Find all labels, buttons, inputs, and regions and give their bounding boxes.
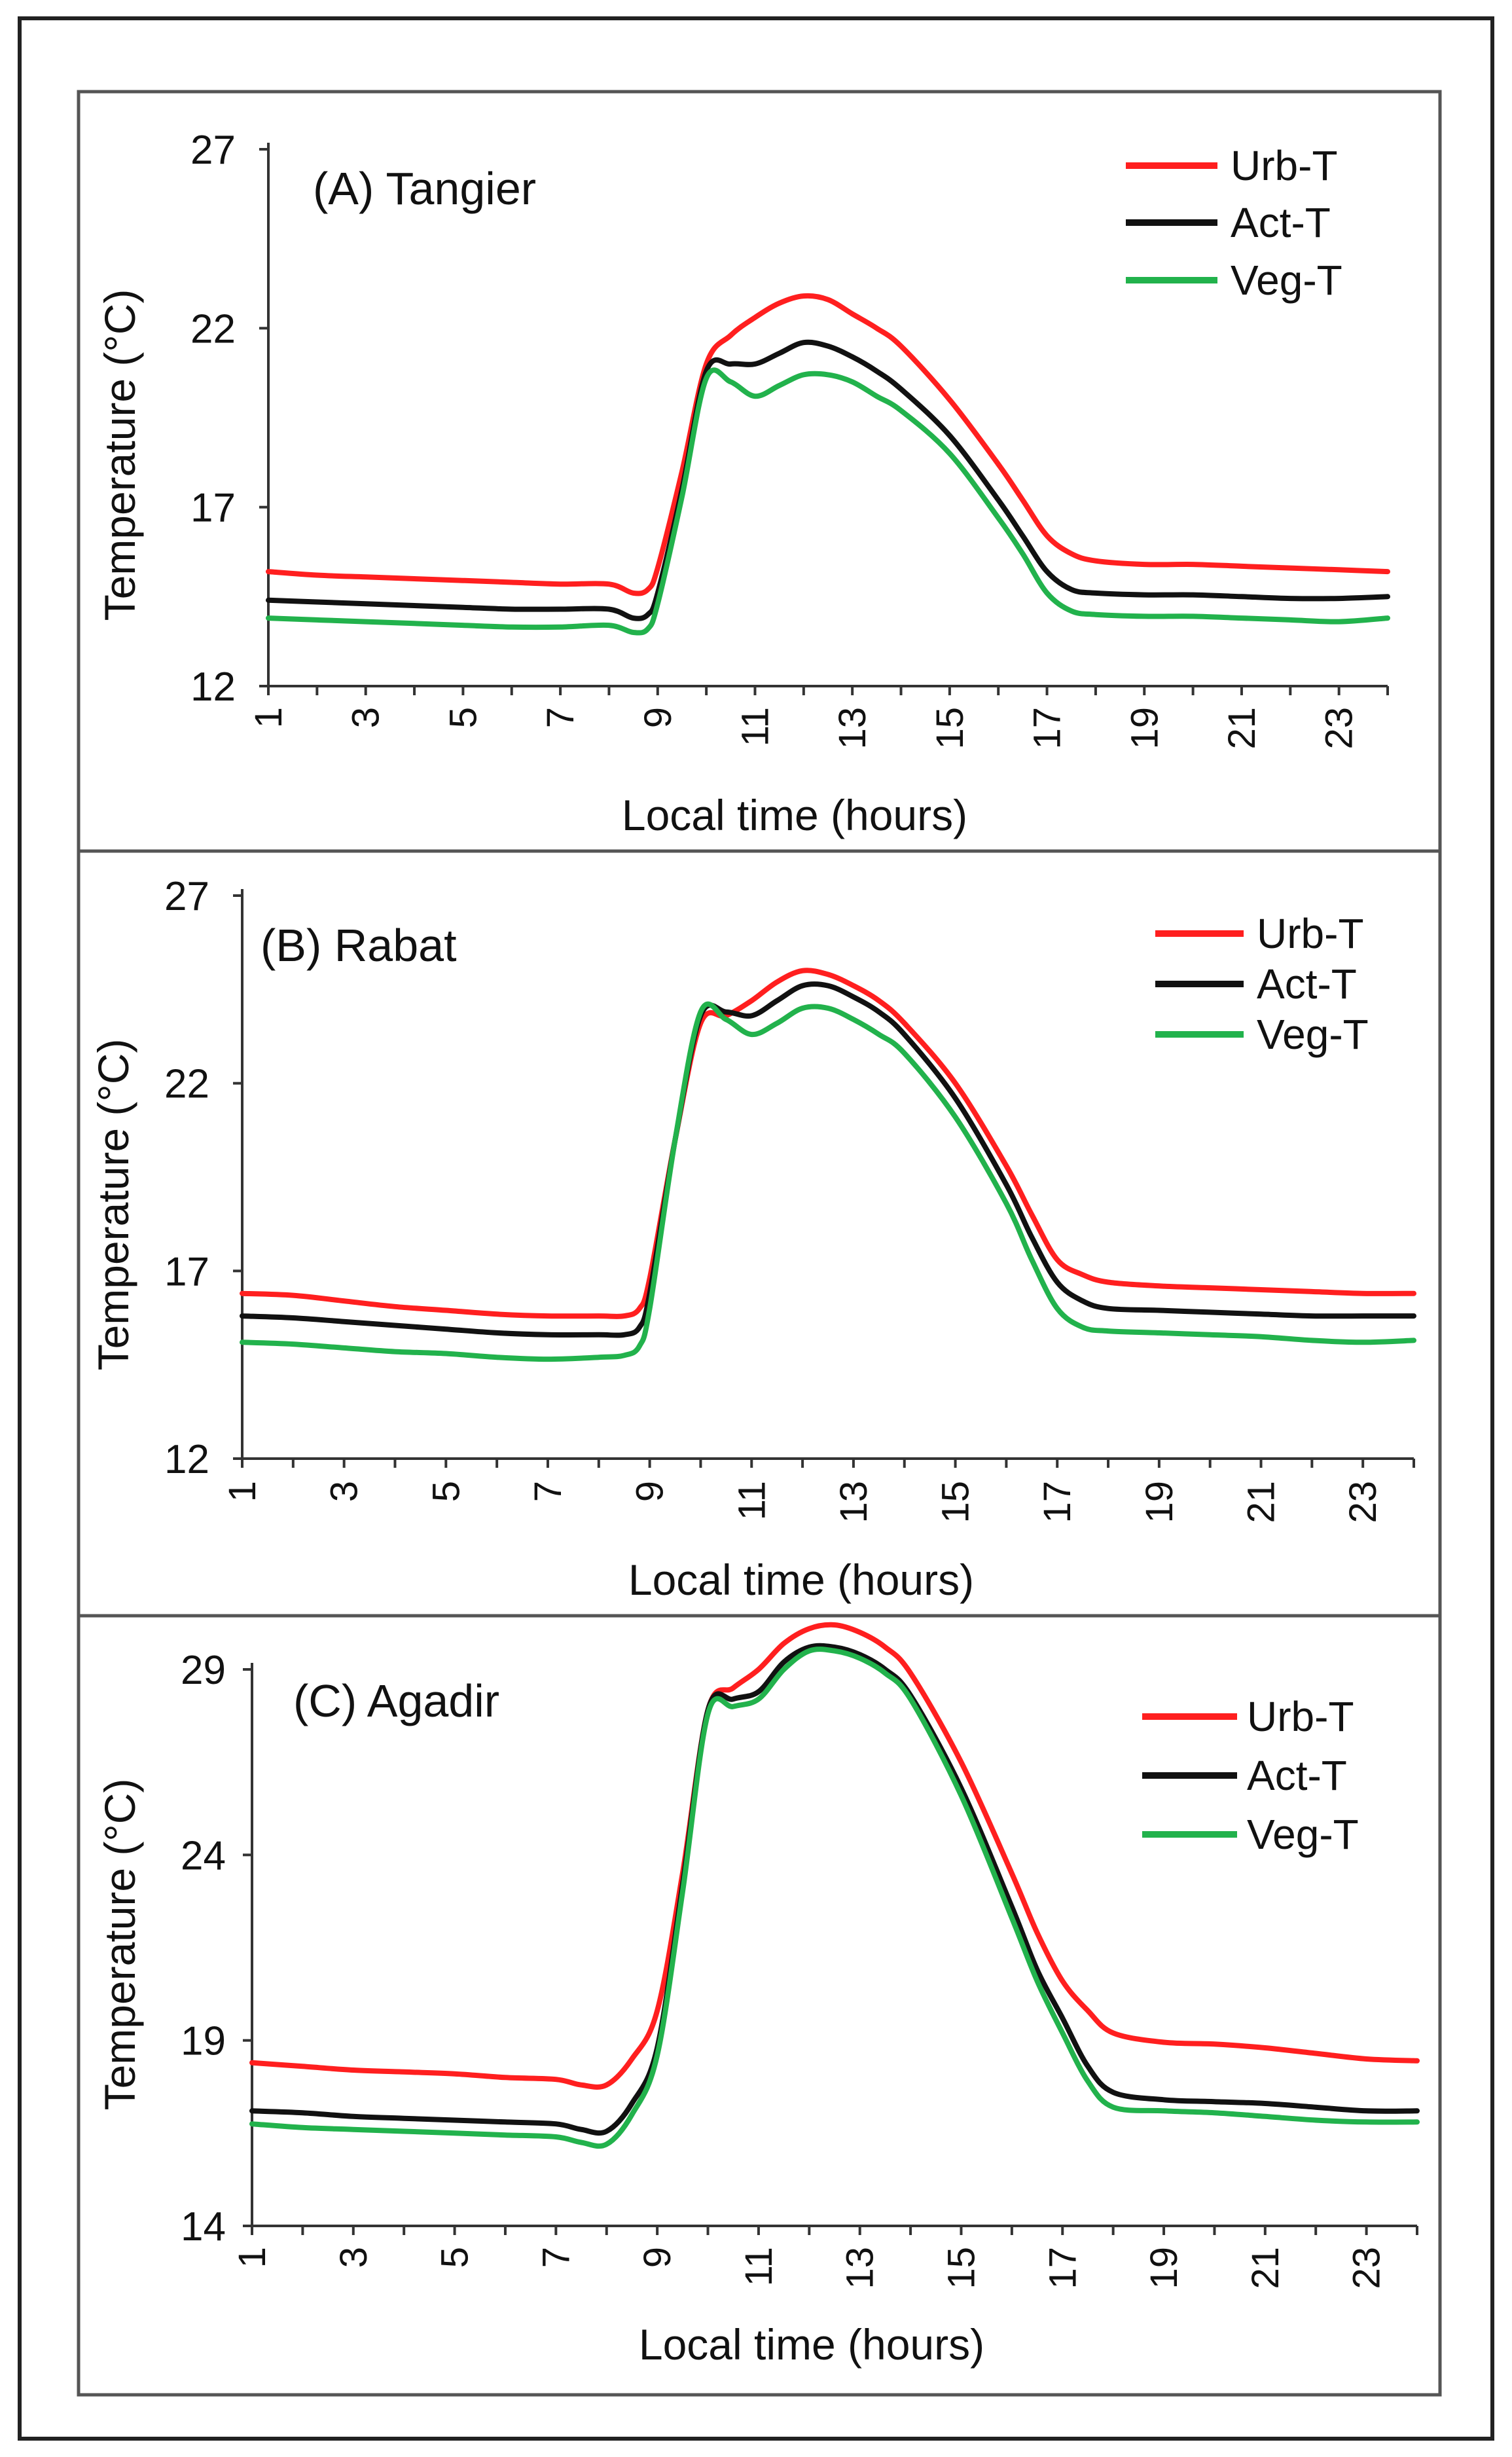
- x-tick-label: 13: [833, 1481, 875, 1523]
- x-tick-label: 17: [1041, 2247, 1084, 2289]
- x-tick-label: 5: [425, 1481, 467, 1502]
- x-tick-label: 19: [1123, 707, 1166, 750]
- series-line-veg-t: [249, 1647, 1420, 2149]
- series-line-urb-t: [240, 968, 1416, 1319]
- x-tick-label: 21: [1244, 2247, 1287, 2289]
- x-tick-label: 7: [527, 1481, 569, 1502]
- y-tick-label: 17: [190, 486, 236, 531]
- x-tick-label: 19: [1143, 2247, 1185, 2289]
- x-axis-label: Local time (hours): [628, 1556, 974, 1604]
- x-tick-label: 17: [1036, 1481, 1079, 1523]
- panel-frame: [77, 849, 1442, 1618]
- x-tick-label: 1: [221, 1481, 264, 1502]
- y-tick-label: 19: [181, 2019, 226, 2064]
- x-tick-label: 1: [231, 2247, 274, 2268]
- x-axis-label: Local time (hours): [639, 2320, 984, 2369]
- x-tick-label: 7: [539, 707, 582, 728]
- legend-label-act: Act-T: [1231, 199, 1331, 246]
- legend-label-act: Act-T: [1257, 960, 1357, 1008]
- legend-label-urb: Urb-T: [1257, 910, 1364, 957]
- legend-label-veg: Veg-T: [1257, 1011, 1369, 1058]
- x-tick-label: 9: [636, 2247, 679, 2268]
- x-tick-label: 23: [1342, 1481, 1384, 1523]
- x-tick-label: 17: [1026, 707, 1069, 750]
- legend: Urb-T Act-T Veg-T: [1126, 142, 1342, 304]
- series-line-veg-t: [266, 367, 1390, 636]
- series-line-act-t: [240, 981, 1416, 1338]
- legend: Urb-T Act-T Veg-T: [1142, 1693, 1359, 1858]
- x-tick-label: 15: [935, 1481, 977, 1523]
- y-tick-label: 29: [181, 1648, 226, 1693]
- legend: Urb-T Act-T Veg-T: [1155, 910, 1369, 1058]
- x-tick-label: 19: [1138, 1481, 1181, 1523]
- series-line-act-t: [249, 1643, 1420, 2136]
- x-tick-label: 15: [940, 2247, 982, 2289]
- x-tick-label: 3: [333, 2247, 375, 2268]
- x-tick-label: 3: [323, 1481, 366, 1502]
- chart-title: (B) Rabat: [261, 920, 457, 971]
- series-line-urb-t: [249, 1622, 1420, 2090]
- legend-label-veg: Veg-T: [1247, 1811, 1359, 1858]
- x-tick-label: 23: [1318, 707, 1361, 750]
- chart-title: (C) Agadir: [293, 1675, 499, 1726]
- x-tick-label: 21: [1240, 1481, 1283, 1523]
- panel-frame: [77, 1614, 1442, 2397]
- x-tick-label: 1: [247, 707, 290, 728]
- x-tick-label: 9: [629, 1481, 672, 1502]
- x-tick-label: 23: [1346, 2247, 1388, 2289]
- x-tick-label: 5: [434, 2247, 477, 2268]
- x-tick-label: 11: [730, 1481, 773, 1520]
- panel-frame: [77, 90, 1442, 853]
- legend-label-urb: Urb-T: [1247, 1693, 1354, 1740]
- y-tick-label: 22: [164, 1062, 209, 1107]
- x-tick-label: 21: [1221, 707, 1263, 750]
- x-tick-label: 13: [839, 2247, 882, 2289]
- legend-label-act: Act-T: [1247, 1752, 1347, 1799]
- y-tick-label: 12: [164, 1437, 209, 1482]
- x-tick-label: 11: [734, 707, 776, 746]
- legend-label-veg: Veg-T: [1231, 257, 1342, 304]
- x-tick-label: 3: [345, 707, 387, 728]
- x-tick-label: 7: [535, 2247, 577, 2268]
- y-tick-label: 24: [181, 1833, 226, 1878]
- x-tick-label: 11: [738, 2247, 780, 2286]
- outer-border: [18, 16, 1494, 2441]
- y-tick-label: 12: [190, 664, 236, 710]
- y-axis-label: Temperature (°C): [96, 289, 144, 621]
- y-tick-label: 27: [190, 128, 236, 173]
- series-line-act-t: [266, 339, 1390, 621]
- x-tick-label: 13: [831, 707, 874, 750]
- y-tick-label: 14: [181, 2204, 226, 2249]
- legend-label-urb: Urb-T: [1231, 142, 1338, 189]
- y-tick-label: 27: [164, 874, 209, 919]
- y-tick-label: 17: [164, 1249, 209, 1294]
- x-tick-label: 9: [637, 707, 679, 728]
- x-axis-label: Local time (hours): [622, 791, 967, 839]
- x-tick-label: 5: [442, 707, 484, 728]
- y-axis-label: Temperature (°C): [96, 1779, 144, 2111]
- y-axis-label: Temperature (°C): [89, 1039, 137, 1371]
- series-line-urb-t: [266, 293, 1390, 596]
- y-tick-label: 22: [190, 306, 236, 352]
- x-tick-label: 15: [929, 707, 971, 750]
- chart-title: (A) Tangier: [313, 163, 536, 214]
- series-line-veg-t: [240, 1001, 1416, 1362]
